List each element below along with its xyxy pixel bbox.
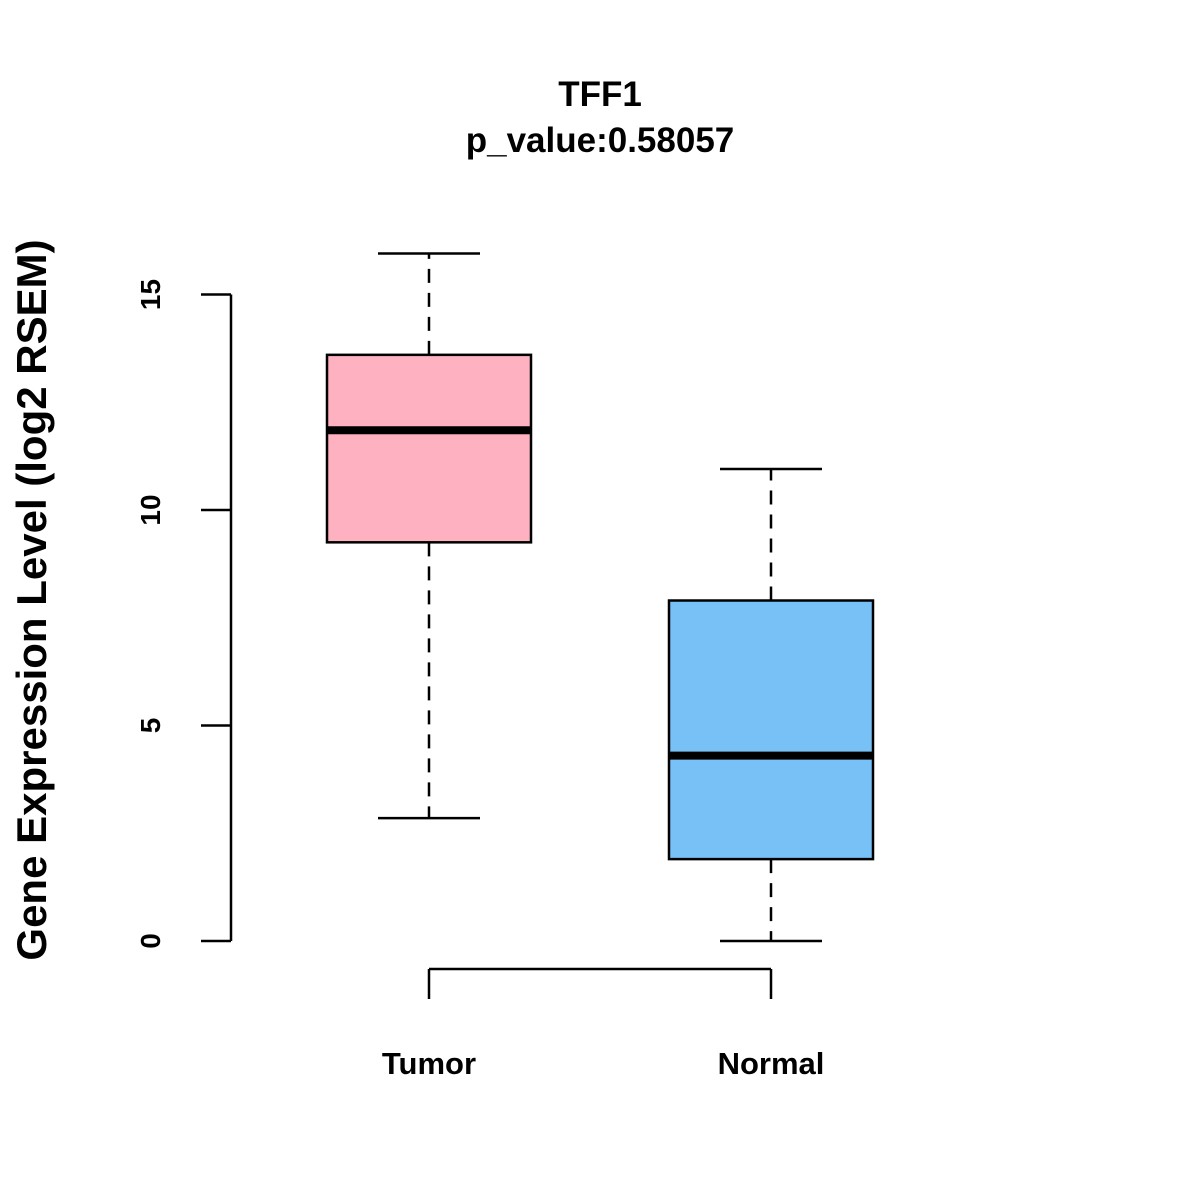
chart-title: TFF1 bbox=[558, 75, 642, 114]
box-normal bbox=[667, 467, 875, 943]
y-tick-label: 10 bbox=[135, 494, 166, 525]
y-tick-label: 0 bbox=[135, 933, 166, 949]
x-tick-label: Tumor bbox=[382, 1046, 476, 1081]
box-tumor bbox=[325, 252, 533, 820]
x-axis: Tumor Normal bbox=[382, 967, 825, 1081]
x-tick-label: Normal bbox=[718, 1046, 825, 1081]
iqr-box bbox=[667, 599, 875, 861]
y-axis-label: Gene Expression Level (log2 RSEM) bbox=[8, 239, 55, 960]
boxes bbox=[325, 252, 875, 943]
iqr-box bbox=[325, 353, 533, 544]
y-tick-label: 5 bbox=[135, 718, 166, 734]
y-tick-label: 15 bbox=[135, 279, 166, 310]
y-axis: 0 5 10 15 bbox=[135, 279, 233, 949]
chart-subtitle: p_value:0.58057 bbox=[466, 121, 735, 160]
